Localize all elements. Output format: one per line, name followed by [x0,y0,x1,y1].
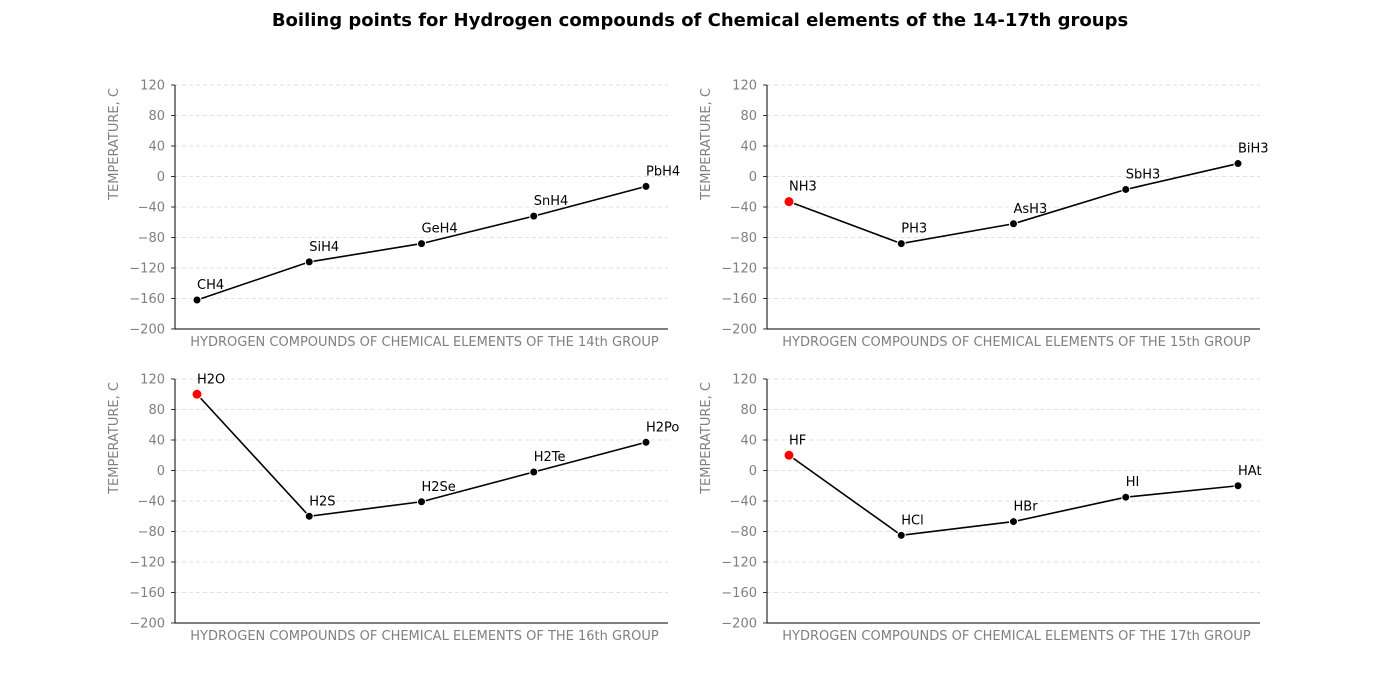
ytick-label: −40 [138,201,165,216]
data-point [417,239,426,249]
ytick-label: 120 [140,373,165,388]
ytick-label: −200 [721,323,757,338]
point-label: BiH3 [1238,142,1269,157]
point-label: PbH4 [646,164,680,179]
chart-panel-1: −200 −160 −120 −80 −40 0 40 80 120 HYDROGEN COMPO… [107,79,680,351]
data-point [641,437,651,447]
data-point [896,530,906,540]
ytick-label: −160 [721,586,757,601]
ytick-label: 120 [732,373,757,388]
ytick-label: 0 [749,170,757,185]
data-point [1121,184,1131,194]
ytick-label: −80 [730,231,757,246]
point-label: CH4 [197,278,224,293]
ytick-label: −80 [138,231,165,246]
ytick-label: 0 [157,170,165,185]
point-label: SiH4 [309,240,339,255]
point-label: HBr [1014,500,1039,515]
data-point [1233,159,1243,169]
point-label: HI [1126,475,1140,490]
data-point [1009,219,1018,229]
ytick-label: 0 [157,464,165,479]
ytick-label: 80 [148,403,165,418]
point-label: HCl [901,513,923,528]
y-axis-label: TEMPERATURE, C [699,382,714,495]
ytick-label: −160 [129,586,165,601]
ytick-label: −40 [138,495,165,510]
ytick-label: −200 [129,323,165,338]
x-axis-label: HYDROGEN COMPOUNDS OF CHEMICAL ELEMENTS … [190,335,659,350]
ytick-label: 80 [740,403,757,418]
point-label: H2Se [422,480,456,495]
ytick-label: −40 [730,495,757,510]
ytick-label: −200 [129,617,165,632]
ytick-label: −120 [129,556,165,571]
y-axis-label: TEMPERATURE, C [699,88,714,201]
point-label: HF [789,433,806,448]
ytick-label: −80 [138,525,165,540]
ytick-label: 120 [732,79,757,94]
point-label: SnH4 [534,194,569,209]
ytick-label: −120 [721,556,757,571]
ytick-label: 40 [740,434,757,449]
point-label: H2Te [534,450,566,465]
ytick-label: 80 [148,109,165,124]
ytick-label: −80 [730,525,757,540]
x-axis-label: HYDROGEN COMPOUNDS OF CHEMICAL ELEMENTS … [190,629,659,644]
y-axis-label: TEMPERATURE, C [107,88,122,201]
chart-panel-3: −200 −160 −120 −80 −40 0 40 80 120 HYDROGEN COMPO… [107,372,679,644]
data-point [304,257,314,267]
point-label: NH3 [789,180,817,195]
ytick-label: −160 [721,292,757,307]
point-label: H2S [309,494,335,509]
data-point [529,467,539,477]
ytick-label: −120 [721,262,757,277]
data-point [641,181,651,191]
point-label: H2O [197,372,225,387]
ytick-label: 0 [749,464,757,479]
ytick-label: −40 [730,201,757,216]
data-point [304,511,314,521]
figure-title: Boiling points for Hydrogen compounds of… [271,10,1129,31]
chart-panel-2: −200 −160 −120 −80 −40 0 40 80 120 HYDROGEN COMPO… [699,79,1269,351]
data-point [192,295,202,305]
data-point [417,497,426,507]
highlighted-point [191,388,203,400]
data-point [1009,517,1018,527]
ytick-label: 40 [148,140,165,155]
point-label: GeH4 [422,222,458,237]
y-axis-label: TEMPERATURE, C [107,382,122,495]
point-label: PH3 [901,222,927,237]
data-point [529,211,539,221]
highlighted-point [783,449,795,461]
data-point [1233,481,1243,491]
ytick-label: −120 [129,262,165,277]
point-label: AsH3 [1014,202,1048,217]
point-label: SbH3 [1126,167,1161,182]
data-point [896,239,906,249]
ytick-label: 40 [148,434,165,449]
ytick-label: 80 [740,109,757,124]
data-point [1121,492,1131,502]
highlighted-point [783,196,795,208]
point-label: HAt [1238,464,1262,479]
ytick-label: −160 [129,292,165,307]
point-label: H2Po [646,420,679,435]
ytick-label: 120 [140,79,165,94]
ytick-label: 40 [740,140,757,155]
x-axis-label: HYDROGEN COMPOUNDS OF CHEMICAL ELEMENTS … [782,335,1251,350]
x-axis-label: HYDROGEN COMPOUNDS OF CHEMICAL ELEMENTS … [782,629,1251,644]
chart-panel-4: −200 −160 −120 −80 −40 0 40 80 120 HYDROGEN COMPO… [699,373,1262,645]
ytick-label: −200 [721,617,757,632]
